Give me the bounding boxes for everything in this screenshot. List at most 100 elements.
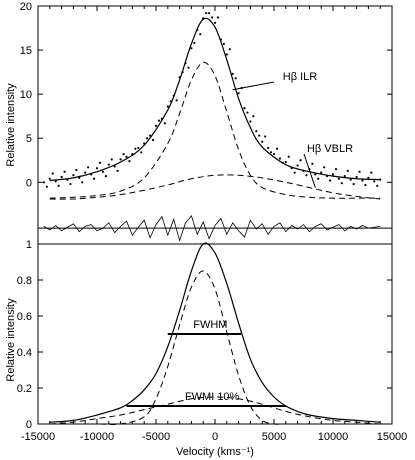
data-point (95, 167, 99, 170)
data-point (51, 172, 54, 175)
data-point (373, 180, 376, 183)
data-point (208, 11, 211, 15)
data-point (149, 134, 152, 137)
top-annotations: Hβ ILR Hβ VBLR (232, 71, 353, 188)
data-point (269, 151, 273, 154)
data-point (314, 173, 317, 176)
data-point (143, 142, 146, 145)
data-point (140, 151, 143, 154)
annotation-label: Hβ VBLR (307, 143, 353, 155)
data-point (175, 99, 178, 102)
bottom-y-tick-label: 0 (26, 419, 32, 431)
data-point (48, 177, 51, 180)
data-point (305, 174, 308, 177)
x-axis-label: Velocity (kms⁻¹) (176, 446, 254, 458)
data-point (107, 163, 110, 166)
bottom-y-axis-label: Relative intensity (5, 298, 17, 382)
data-point (267, 146, 270, 150)
data-point (225, 53, 228, 56)
data-point (213, 21, 217, 24)
data-point (246, 111, 249, 114)
data-point (169, 100, 172, 103)
bottom-y-tick-label: 1 (26, 239, 32, 251)
data-point (193, 41, 196, 45)
data-point (376, 184, 379, 187)
top-series-group (38, 11, 392, 242)
bottom-y-tick-label: 0.2 (17, 383, 32, 395)
top-y-ticks: 0 5 10 15 20 (20, 1, 393, 189)
data-point (122, 152, 125, 156)
data-point (178, 76, 181, 79)
data-point (119, 158, 122, 161)
data-point (92, 177, 96, 180)
component-line-1 (49, 61, 381, 199)
data-point (196, 28, 199, 31)
data-point (184, 62, 187, 65)
x-tick-label: 15000 (377, 431, 408, 443)
data-point (275, 147, 279, 150)
data-point (367, 176, 370, 179)
data-point (272, 152, 276, 156)
data-point (101, 170, 104, 173)
width-marker-label: FWHM (193, 319, 227, 331)
data-point (160, 117, 163, 120)
data-point (258, 134, 261, 137)
data-point (346, 169, 349, 172)
data-point (104, 175, 107, 178)
data-point (340, 182, 343, 185)
data-point (331, 173, 335, 176)
data-point (296, 164, 299, 167)
data-point (255, 130, 258, 133)
data-point (287, 155, 290, 158)
top-y-tick-label: 10 (20, 89, 32, 101)
data-point (163, 122, 166, 125)
data-point (328, 179, 332, 182)
data-point (370, 171, 373, 174)
data-point (379, 178, 382, 181)
data-point (299, 159, 302, 162)
data-point (154, 124, 158, 127)
data-point (125, 155, 128, 158)
data-point (63, 170, 66, 173)
data-point (157, 119, 161, 122)
data-point (222, 42, 225, 46)
data-point (60, 175, 63, 179)
data-point (172, 94, 175, 98)
normalized-component-line-1 (49, 270, 381, 426)
normalized-component-line-2 (49, 396, 381, 425)
data-point (146, 137, 149, 140)
data-point (252, 115, 255, 118)
data-point (131, 152, 134, 156)
data-point (134, 147, 137, 150)
data-point (116, 169, 119, 172)
normalized-profile-line (49, 242, 381, 423)
data-point (187, 66, 190, 69)
bottom-series-group (49, 242, 381, 426)
data-point (317, 177, 320, 180)
data-point (42, 181, 46, 184)
annotation-label: Hβ ILR (283, 71, 318, 83)
data-point (264, 135, 267, 138)
bottom-panel: Relative intensity 0 0.2 0.4 0.6 0.8 1 -15000… (5, 239, 407, 458)
data-point (57, 184, 60, 187)
top-y-tick-label: 15 (20, 45, 32, 57)
x-tick-label: -10000 (80, 431, 114, 443)
bottom-y-ticks: 0 0.2 0.4 0.6 0.8 1 (17, 239, 392, 431)
data-point (75, 168, 78, 172)
data-point (128, 160, 131, 163)
data-point (202, 17, 205, 20)
data-point (54, 180, 57, 183)
data-point (72, 174, 75, 177)
data-point (361, 179, 364, 182)
data-point (87, 166, 90, 169)
data-point (284, 160, 287, 164)
top-panel: Relative intensity 0 5 10 15 20 Hβ ILR Hβ VBL… (5, 1, 393, 245)
data-point (281, 161, 284, 165)
data-point (290, 167, 293, 170)
data-point (343, 175, 346, 178)
total-fit-line (49, 17, 381, 182)
data-point (334, 167, 338, 171)
data-point (137, 146, 140, 150)
annotation-leader (303, 153, 316, 188)
